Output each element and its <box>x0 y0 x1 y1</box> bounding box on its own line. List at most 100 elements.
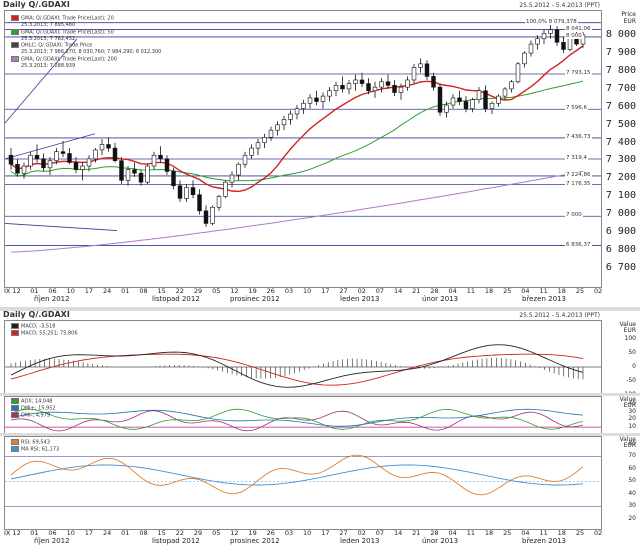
legend-swatch <box>11 439 19 445</box>
candle <box>528 43 534 54</box>
candle <box>99 144 105 151</box>
price-x-axis: IX 12 01 06 10 17 24 01 08 15 22 29 05 12 19 26 03 10 17 2… <box>4 287 602 309</box>
price-y-axis[interactable]: Price EUR 8 000 7 900 7 800 7 700 7 600 7 500… <box>601 10 640 286</box>
candle <box>177 185 183 199</box>
price-panel[interactable]: GMA; Q/.GDAXI; Trade Price(Last); 20 25.… <box>4 10 602 288</box>
adx-line <box>10 408 584 427</box>
candle <box>489 102 495 109</box>
macd-signal-line <box>10 353 584 386</box>
candle <box>93 149 98 160</box>
dmi-axis-unit: EUR <box>623 402 636 409</box>
price-chart[interactable] <box>5 11 601 287</box>
candle <box>106 144 111 149</box>
x-tick: 19 <box>248 529 257 537</box>
candle <box>184 187 189 199</box>
candle <box>197 194 202 212</box>
candle <box>281 119 287 126</box>
panel-separator[interactable] <box>0 307 640 311</box>
x-tick: 04 <box>448 529 457 537</box>
rsi-chart[interactable] <box>5 437 601 529</box>
price-y-tick: 7 000 <box>605 208 636 220</box>
price-y-tick: 8 000 <box>605 28 636 40</box>
candle <box>73 162 79 170</box>
x-tick: 15 <box>157 529 166 537</box>
candle <box>431 76 436 88</box>
y-tick: 20 <box>628 514 636 522</box>
macd-chart[interactable] <box>5 321 601 393</box>
candle <box>353 79 358 84</box>
x-tick: 28 <box>430 287 439 295</box>
legend-swatch <box>11 323 19 329</box>
x-month-label: listopad 2012 <box>152 295 200 303</box>
x-tick: 18 <box>484 529 494 537</box>
panel-separator[interactable] <box>0 393 640 396</box>
candle <box>203 210 209 224</box>
y-tick: 100 <box>624 335 636 342</box>
candle <box>366 83 371 92</box>
level-label: 7 793,15 <box>565 70 592 77</box>
candle <box>541 33 547 40</box>
legend-gma20: GMA; Q/.GDAXI; Trade Price(Last); 20 <box>11 15 161 22</box>
level-label: 7 596,6 <box>565 105 588 112</box>
candle <box>138 172 144 183</box>
y-tick: 60 <box>628 464 636 472</box>
candle <box>242 154 248 165</box>
dmi-minus-line <box>10 410 584 432</box>
x-tick: 01 <box>121 287 130 295</box>
price-y-tick: 7 200 <box>605 172 636 184</box>
candle <box>171 171 176 187</box>
level-label: 7 224,86 <box>565 171 592 178</box>
dmi-panel[interactable]: ADX; 14,048 DMI+; 15,952 DMI-; 4,979 <box>4 396 602 434</box>
price-y-tick: 7 100 <box>605 190 636 202</box>
macd-panel[interactable]: MACD; -3,518 MACD; 55,251; 75,806 <box>4 320 602 394</box>
legend-rsi: RSI; 69,543 <box>11 439 59 446</box>
candle <box>8 154 14 165</box>
price-y-tick: 6 800 <box>605 244 636 256</box>
y-tick: -50 <box>626 377 636 384</box>
candle <box>301 102 306 109</box>
rsi-legend: RSI; 69,543 MA RSI; 61,173 <box>11 439 59 453</box>
x-tick: 06 <box>48 287 57 295</box>
level-label: 100,0% 8 079,378 <box>525 18 578 25</box>
candle <box>268 129 274 138</box>
candle <box>216 196 222 208</box>
dmi-chart[interactable] <box>5 397 601 433</box>
candle <box>405 79 410 88</box>
bottom-x-axis: IX 12 01 06 10 17 24 01 08 15 22 29 05 12 19 26 03 10 17 2… <box>4 529 602 547</box>
price-y-tick: 7 700 <box>605 82 636 94</box>
dmi-y-axis[interactable]: Value EUR 40 30 20 10 <box>601 396 640 432</box>
level-label: 7 176,35 <box>565 180 592 187</box>
candle <box>398 86 404 93</box>
legend-gma20-value: 25.3.2013; 7 895,480 <box>21 22 76 28</box>
legend-gma200: GMA; Q/.GDAXI; Trade Price(Last); 200 <box>11 55 161 63</box>
x-tick: 25 <box>575 529 585 537</box>
price-y-tick: 7 500 <box>605 118 636 130</box>
x-month-label: prosinec 2012 <box>230 295 280 303</box>
x-month-label: prosinec 2012 <box>230 537 280 545</box>
legend-gma200-value: 25.3.2013; 7 288,939 <box>21 62 76 69</box>
candle <box>463 101 469 109</box>
candle <box>86 158 92 167</box>
macd-axis-title: Value <box>619 321 636 328</box>
y-tick: 10 <box>628 423 636 431</box>
x-tick: 22 <box>175 529 184 537</box>
x-tick: 01 <box>30 287 39 295</box>
x-tick: 17 <box>321 529 330 537</box>
panel-separator[interactable] <box>0 433 640 436</box>
sub-date-range: 25.5.2012 - 5.4.2013 (PPT) <box>519 312 600 319</box>
rsi-y-axis[interactable]: Value EUR 80 70 60 50 40 30 20 <box>601 436 640 528</box>
price-y-tick: 7 800 <box>605 64 636 76</box>
candle <box>444 104 449 113</box>
rsi-panel[interactable]: RSI; 69,543 MA RSI; 61,173 <box>4 436 602 530</box>
candle <box>548 29 553 34</box>
x-tick: 10 <box>66 287 75 295</box>
level-label: 7 436,73 <box>565 133 592 140</box>
candle <box>379 81 384 88</box>
candle <box>314 97 319 102</box>
x-month-label: únor 2013 <box>422 537 459 545</box>
x-tick: 24 <box>102 529 112 537</box>
x-tick: 21 <box>412 529 421 537</box>
x-tick: 07 <box>375 287 385 295</box>
x-tick: 08 <box>139 287 148 295</box>
